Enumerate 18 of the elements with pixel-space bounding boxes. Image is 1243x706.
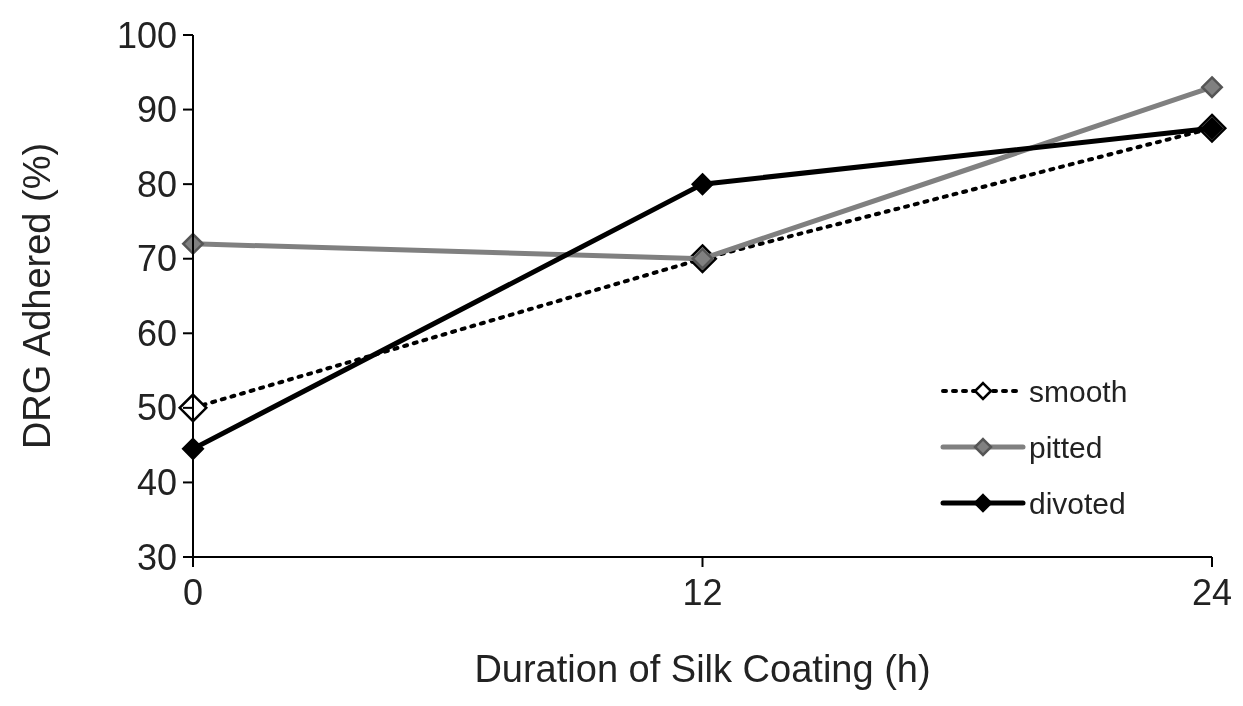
x-tick-label: 0: [182, 572, 204, 613]
x-tick-label: 12: [682, 572, 723, 613]
y-tick-label: 100: [116, 14, 177, 56]
y-tick-label: 90: [136, 89, 177, 131]
point: [691, 173, 714, 196]
y-tick-label: 40: [136, 462, 177, 504]
y-tick-label: 70: [136, 238, 177, 280]
y-axis-title: DRG Adhered (%): [16, 142, 58, 450]
legend-label: smooth: [1029, 374, 1128, 408]
y-tick-label: 60: [136, 312, 177, 354]
x-tick-label: 24: [1191, 572, 1233, 613]
y-tick-label: 50: [136, 387, 177, 429]
legend-label: divoted: [1029, 486, 1126, 520]
point: [1201, 76, 1223, 99]
legend-label: pitted: [1029, 430, 1103, 464]
y-tick-label: 30: [136, 536, 177, 578]
y-tick-label: 80: [136, 163, 177, 205]
x-axis-title: Duration of Silk Coating (h): [474, 648, 931, 690]
